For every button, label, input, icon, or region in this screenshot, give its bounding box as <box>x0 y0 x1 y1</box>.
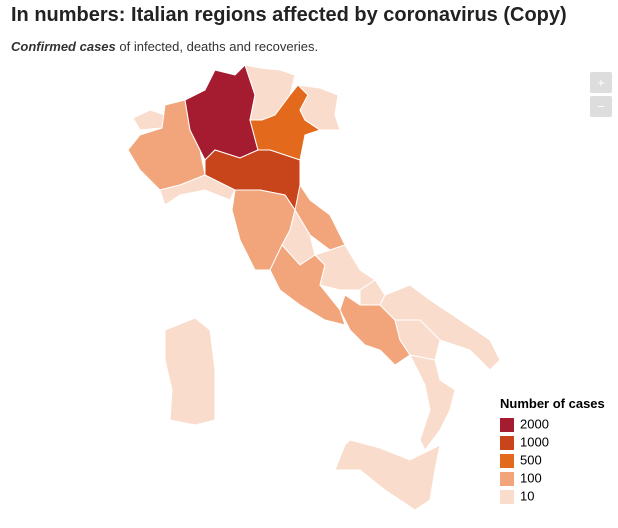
legend-swatch <box>500 418 514 432</box>
region <box>409 354 456 451</box>
subtitle-emphasis: Confirmed cases <box>11 39 116 54</box>
legend: Number of cases 2000 1000 500 100 10 <box>500 396 605 504</box>
legend-label: 100 <box>520 470 542 485</box>
subtitle: Confirmed cases of infected, deaths and … <box>11 39 318 54</box>
region <box>132 109 166 131</box>
region <box>334 439 441 511</box>
legend-swatch <box>500 454 514 468</box>
region <box>379 284 501 371</box>
legend-label: 2000 <box>520 416 549 431</box>
legend-label: 500 <box>520 452 542 467</box>
region <box>294 183 346 251</box>
region <box>296 84 341 131</box>
region <box>281 208 316 266</box>
legend-title: Number of cases <box>500 396 605 411</box>
region <box>314 244 376 291</box>
region <box>339 294 411 366</box>
legend-swatch <box>500 436 514 450</box>
region <box>184 64 259 161</box>
region <box>249 84 322 161</box>
region <box>231 189 296 271</box>
regions <box>127 64 501 511</box>
region <box>244 64 296 121</box>
region <box>394 319 441 361</box>
legend-swatch <box>500 490 514 504</box>
legend-swatch <box>500 472 514 486</box>
region <box>269 244 346 326</box>
region <box>204 149 311 211</box>
region <box>359 279 386 306</box>
title: In numbers: Italian regions affected by … <box>11 4 567 26</box>
legend-label: 1000 <box>520 434 549 449</box>
zoom-out[interactable]: − <box>590 96 612 117</box>
region <box>127 99 206 191</box>
subtitle-rest: of infected, deaths and recoveries. <box>119 39 319 54</box>
region <box>159 174 236 206</box>
legend-label: 10 <box>520 488 534 503</box>
region <box>164 317 216 426</box>
zoom-in[interactable]: + <box>590 72 612 93</box>
